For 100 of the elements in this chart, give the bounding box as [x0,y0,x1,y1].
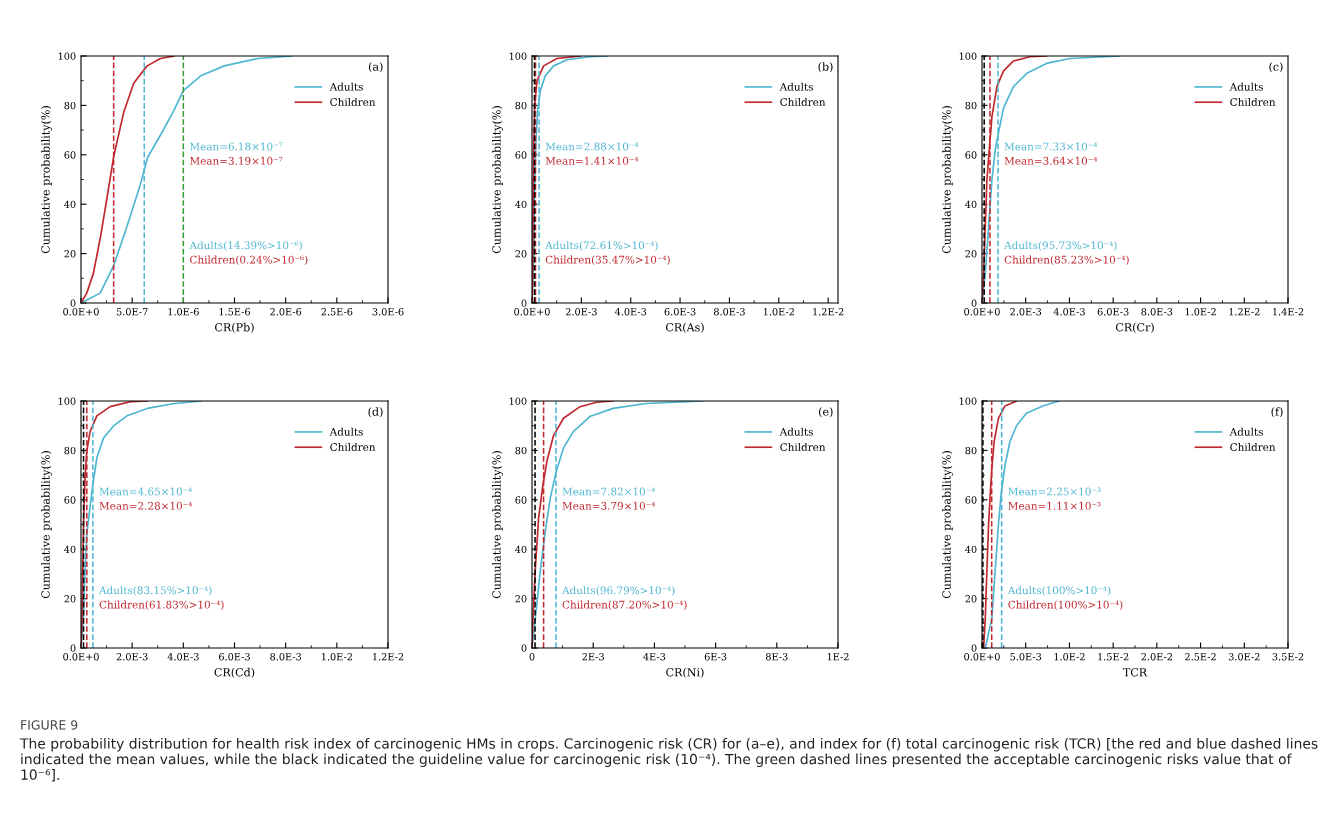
x-tick-label: 5.0E-7 [116,308,148,316]
y-tick-label: 100 [959,397,977,405]
x-tick-label: 0.0E+0 [63,308,99,316]
x-tick-label: 1.0E-2 [321,653,352,661]
y-tick-label: 0 [971,299,977,307]
y-tick-label: 40 [965,545,977,554]
x-tick-label: 0.0E+0 [964,308,1000,316]
legend-label: Children [330,442,376,452]
annotation: Children(87.20%>10⁻⁴) [562,600,687,611]
y-tick-label: 80 [64,446,76,455]
x-tick-label: 1E-2 [827,653,849,661]
x-tick-label: 2.0E-2 [1141,653,1173,661]
y-tick-label: 100 [959,52,977,60]
y-tick-label: 0 [521,299,527,307]
x-tick-label: 2E-3 [582,653,604,661]
x-axis-title: CR(As) [665,322,704,333]
x-axis-title: CR(Pb) [215,322,254,333]
y-tick-label: 100 [58,52,76,60]
y-tick-label: 100 [509,52,527,60]
x-tick-label: 2.0E-3 [1010,308,1042,316]
y-axis-title: Cumulative probability(%) [492,451,504,599]
y-tick-label: 80 [965,101,977,110]
y-tick-label: 40 [965,200,977,209]
x-tick-label: 0.0E+0 [514,308,550,316]
x-tick-label: 6.0E-3 [1097,308,1129,316]
x-axis-title: TCR [1122,668,1148,677]
x-tick-label: 1.2E-2 [813,308,844,316]
x-tick-label: 1.2E-2 [373,653,404,661]
x-tick-label: 2.5E-6 [321,308,353,316]
y-tick-label: 20 [515,595,527,603]
text: (b) [818,62,833,73]
x-tick-label: 8E-3 [765,653,788,661]
x-tick-label: 6.0E-3 [664,308,696,316]
y-tick-label: 80 [515,101,527,110]
legend-label: Children [780,97,826,107]
annotation: Mean=7.82×10⁻⁴ [562,487,656,496]
annotation: Mean=6.18×10⁻⁷ [189,142,283,151]
x-tick-label: 6E-3 [704,653,727,661]
text: (c) [1269,62,1283,73]
x-tick-label: 1.0E-2 [1185,308,1216,316]
y-tick-label: 60 [515,496,527,504]
legend-label: Adults [329,427,363,436]
y-axis-title: Cumulative probability(%) [41,451,53,599]
annotation: Adults(96.79%>10⁻⁴) [561,586,675,596]
annotation: Mean=3.64×10⁻⁴ [1004,156,1098,165]
text: (d) [368,407,383,418]
annotation: Children(100%>10⁻⁴) [1008,600,1123,611]
annotation: Mean=3.19×10⁻⁷ [189,156,283,165]
y-tick-label: 40 [515,545,527,554]
annotation: Children(35.47%>10⁻⁴) [545,255,670,266]
annotation: Adults(100%>10⁻⁴) [1007,586,1111,596]
legend-label: Children [1230,442,1276,452]
annotation: Mean=3.79×10⁻⁴ [562,501,656,510]
x-tick-label: 8.0E-3 [713,308,745,316]
annotation: Mean=1.11×10⁻³ [1008,501,1101,510]
y-tick-label: 80 [965,446,977,455]
y-tick-label: 20 [965,250,977,258]
x-tick-label: 0.0E+0 [63,653,99,661]
y-tick-label: 60 [515,151,527,159]
annotation: Children(61.83%>10⁻⁴) [99,600,224,611]
y-axis-title: Cumulative probability(%) [41,106,53,254]
y-tick-label: 80 [515,446,527,455]
text: (a) [368,62,383,73]
x-tick-label: 4.0E-3 [167,653,199,661]
x-tick-label: 0 [529,653,535,661]
y-axis-title: Cumulative probability(%) [942,106,954,254]
y-tick-label: 40 [515,200,527,209]
x-tick-label: 3.5E-2 [1272,653,1304,661]
text: (f) [1271,407,1283,418]
annotation: Adults(14.39%>10⁻⁶) [189,241,302,251]
x-tick-label: 4.0E-3 [614,308,647,316]
x-tick-label: 2.0E-3 [565,308,597,316]
y-tick-label: 60 [965,496,977,504]
x-tick-label: 1.4E-2 [1273,308,1304,316]
y-tick-label: 20 [515,250,527,258]
x-tick-label: 2.0E-6 [270,308,302,316]
y-axis-title: Cumulative probability(%) [492,106,504,254]
x-tick-label: 8.0E-3 [270,653,302,661]
y-tick-label: 0 [70,299,76,307]
legend-label: Children [780,442,826,452]
annotation: Adults(83.15%>10⁻⁴) [98,586,212,596]
y-tick-label: 0 [971,644,977,652]
x-tick-label: 1.0E-6 [168,308,199,316]
x-tick-label: 4E-3 [643,653,666,661]
legend-label: Children [1230,97,1276,107]
text: (e) [819,407,833,418]
legend-label: Adults [1229,427,1263,436]
annotation: Mean=7.33×10⁻⁴ [1004,142,1098,151]
annotation: Mean=2.88×10⁻⁴ [545,142,639,151]
text: The probability distribution for health risk index of carcinogenic HMs in crops. Carcinogenic risk (CR) for (a–e), and index for (f) total carcinogenic risk (TCR) [the red and blue dashed lines indicated the mean values, while the black indicated the guideline value for carcinogenic risk (10⁻⁴). The green dashed lines presented the acceptable carcinogenic risks value that of 10⁻⁶]. [19,738,1318,782]
x-tick-label: 2.0E-3 [116,653,148,661]
x-tick-label: 1.5E-2 [1098,653,1129,661]
x-tick-label: 4.0E-3 [1053,308,1085,316]
annotation: Mean=1.41×10⁻⁴ [545,156,639,165]
legend-label: Adults [1229,82,1263,91]
y-axis-title: Cumulative probability(%) [942,451,954,599]
legend-label: Children [330,97,376,107]
y-tick-label: 40 [64,200,76,209]
annotation: Adults(72.61%>10⁻⁴) [545,241,658,251]
y-tick-label: 20 [64,250,76,258]
